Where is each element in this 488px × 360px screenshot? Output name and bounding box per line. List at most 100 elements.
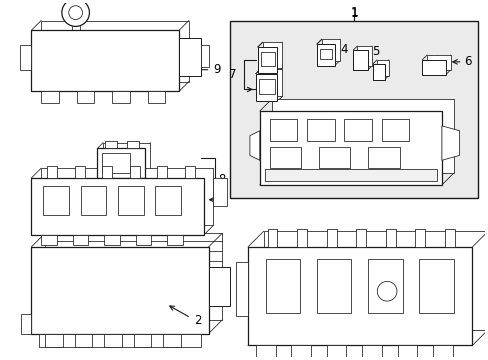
Polygon shape bbox=[103, 143, 150, 172]
Bar bbox=[75, 334, 92, 347]
Circle shape bbox=[69, 6, 82, 19]
Bar bbox=[77, 91, 94, 103]
Polygon shape bbox=[376, 60, 388, 76]
Bar bbox=[319, 49, 331, 59]
Polygon shape bbox=[31, 178, 203, 235]
Polygon shape bbox=[41, 168, 213, 225]
Bar bbox=[418, 259, 453, 313]
Polygon shape bbox=[94, 166, 112, 178]
Text: 9: 9 bbox=[213, 63, 221, 76]
Bar bbox=[264, 169, 436, 181]
Text: 5: 5 bbox=[371, 45, 379, 58]
Text: 7: 7 bbox=[228, 68, 236, 81]
Polygon shape bbox=[405, 229, 424, 247]
Polygon shape bbox=[421, 60, 445, 75]
Bar bbox=[41, 91, 59, 103]
Polygon shape bbox=[257, 47, 277, 73]
Polygon shape bbox=[259, 111, 441, 185]
Bar bbox=[105, 141, 117, 148]
Polygon shape bbox=[357, 46, 371, 66]
Text: 1: 1 bbox=[350, 7, 357, 20]
Polygon shape bbox=[287, 229, 306, 247]
Polygon shape bbox=[31, 247, 208, 334]
Polygon shape bbox=[441, 126, 459, 160]
Polygon shape bbox=[45, 233, 222, 320]
Text: 1: 1 bbox=[349, 6, 358, 19]
Bar bbox=[265, 259, 300, 313]
Polygon shape bbox=[97, 148, 144, 178]
Bar bbox=[45, 334, 63, 347]
Bar bbox=[104, 235, 120, 245]
Polygon shape bbox=[260, 69, 282, 96]
Bar bbox=[43, 186, 69, 215]
Bar bbox=[73, 235, 88, 245]
Bar bbox=[179, 38, 200, 76]
Bar bbox=[41, 235, 57, 245]
Polygon shape bbox=[177, 166, 194, 178]
Bar bbox=[269, 147, 301, 168]
Text: 4: 4 bbox=[340, 42, 347, 55]
Polygon shape bbox=[271, 99, 453, 173]
Polygon shape bbox=[316, 44, 334, 66]
Bar bbox=[326, 345, 346, 357]
Bar bbox=[118, 186, 143, 215]
Bar bbox=[112, 91, 129, 103]
Bar bbox=[200, 45, 208, 67]
Bar bbox=[362, 345, 381, 357]
Polygon shape bbox=[321, 39, 339, 61]
Polygon shape bbox=[375, 229, 395, 247]
Bar bbox=[136, 235, 151, 245]
Polygon shape bbox=[255, 74, 277, 101]
Bar bbox=[367, 259, 402, 313]
Polygon shape bbox=[247, 247, 471, 345]
Bar bbox=[104, 334, 122, 347]
Text: 2: 2 bbox=[193, 314, 201, 327]
Polygon shape bbox=[262, 42, 282, 68]
Bar bbox=[260, 52, 274, 66]
Polygon shape bbox=[257, 229, 277, 247]
Bar bbox=[133, 334, 151, 347]
Text: 6: 6 bbox=[464, 55, 471, 68]
Bar bbox=[344, 119, 371, 141]
Bar bbox=[367, 147, 399, 168]
Polygon shape bbox=[487, 241, 488, 280]
Bar bbox=[20, 45, 31, 70]
Bar bbox=[236, 262, 247, 316]
Bar bbox=[213, 178, 227, 206]
Text: 8: 8 bbox=[218, 172, 225, 185]
Bar bbox=[269, 119, 297, 141]
Bar bbox=[147, 91, 165, 103]
Bar bbox=[167, 235, 183, 245]
Bar bbox=[432, 345, 452, 357]
Bar bbox=[208, 267, 230, 306]
Polygon shape bbox=[41, 21, 188, 82]
Bar bbox=[258, 78, 274, 94]
Bar bbox=[291, 345, 310, 357]
Bar bbox=[306, 119, 334, 141]
Polygon shape bbox=[372, 64, 384, 80]
Bar bbox=[102, 153, 129, 173]
Polygon shape bbox=[316, 229, 336, 247]
Bar bbox=[318, 147, 349, 168]
Bar bbox=[126, 141, 139, 148]
Polygon shape bbox=[39, 166, 57, 178]
Polygon shape bbox=[149, 166, 167, 178]
Bar bbox=[163, 334, 181, 347]
Bar bbox=[155, 186, 181, 215]
Polygon shape bbox=[249, 131, 259, 160]
Circle shape bbox=[377, 282, 396, 301]
Polygon shape bbox=[352, 50, 367, 70]
Polygon shape bbox=[434, 229, 454, 247]
Bar bbox=[39, 334, 200, 347]
Bar bbox=[21, 314, 31, 334]
Circle shape bbox=[62, 0, 89, 26]
Bar bbox=[255, 345, 275, 357]
Polygon shape bbox=[31, 30, 179, 91]
Bar bbox=[381, 119, 408, 141]
Bar bbox=[81, 186, 106, 215]
Bar bbox=[316, 259, 350, 313]
Text: 3: 3 bbox=[291, 294, 298, 307]
Polygon shape bbox=[346, 229, 366, 247]
Polygon shape bbox=[122, 166, 140, 178]
Polygon shape bbox=[67, 166, 84, 178]
